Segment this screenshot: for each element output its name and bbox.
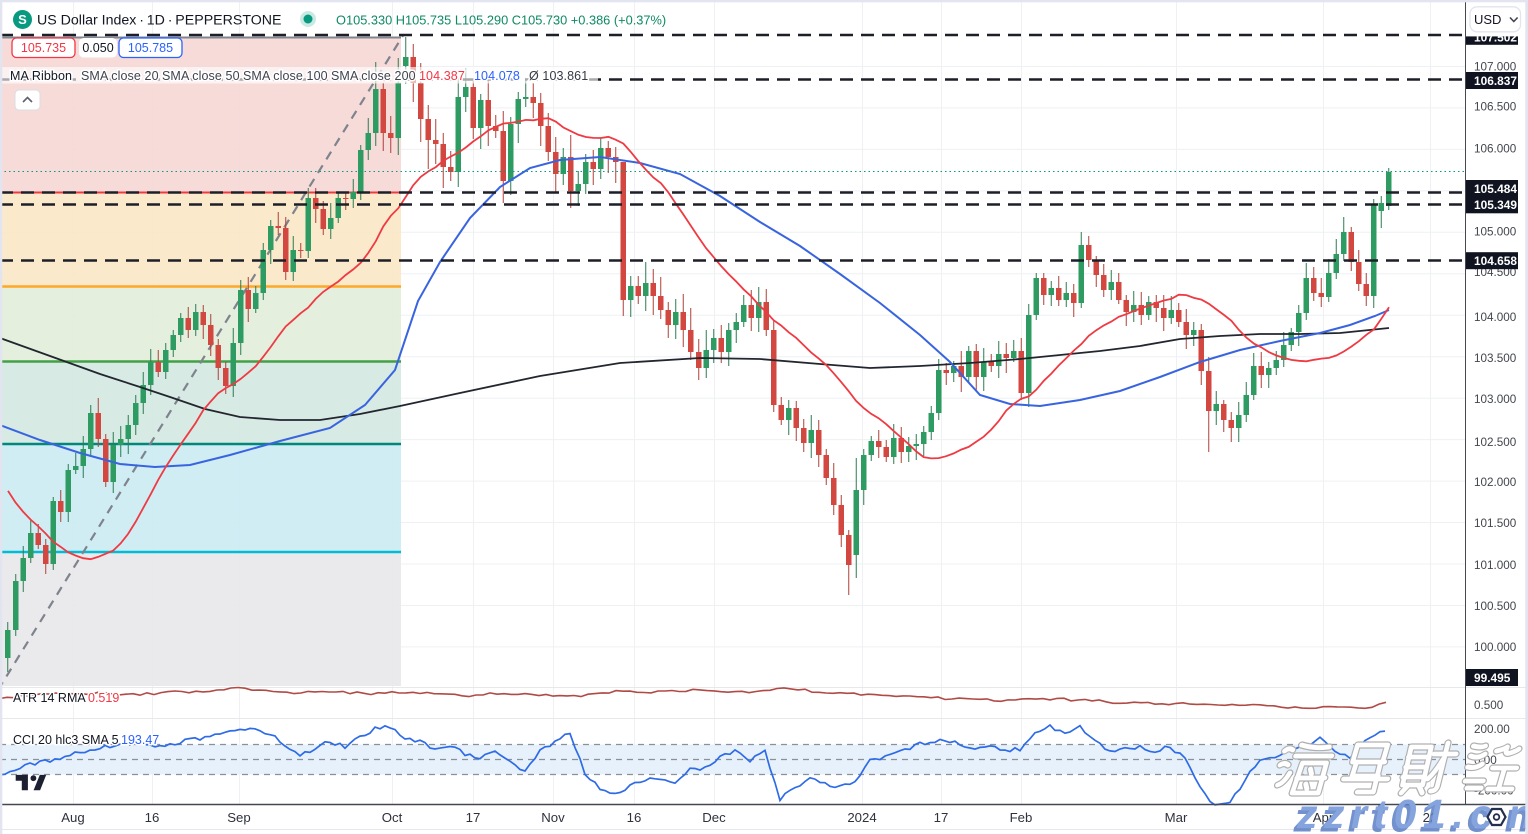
svg-text:O105.330 H105.735 L105.290 C10: O105.330 H105.735 L105.290 C105.730 +0.3… xyxy=(336,13,666,28)
svg-text:103.500: 103.500 xyxy=(1474,352,1517,365)
svg-text:104.078: 104.078 xyxy=(474,69,520,83)
svg-text:SMA close 200: SMA close 200 xyxy=(331,69,416,83)
svg-text:2024: 2024 xyxy=(847,810,876,825)
svg-text:105.484: 105.484 xyxy=(1474,182,1517,196)
svg-text:SMA close 100: SMA close 100 xyxy=(243,69,328,83)
svg-text:101.000: 101.000 xyxy=(1474,559,1517,572)
svg-text:106.837: 106.837 xyxy=(1474,74,1517,88)
svg-text:MA Ribbon: MA Ribbon xyxy=(10,69,72,83)
svg-text:17: 17 xyxy=(466,810,481,825)
svg-text:107.502: 107.502 xyxy=(1474,30,1517,44)
svg-text:105.785: 105.785 xyxy=(128,41,173,55)
svg-text:Aug: Aug xyxy=(61,810,84,825)
svg-text:Dec: Dec xyxy=(702,810,726,825)
svg-text:0.500: 0.500 xyxy=(1474,699,1504,712)
svg-text:16: 16 xyxy=(627,810,642,825)
svg-text:104.500: 104.500 xyxy=(1474,266,1517,279)
svg-text:104.387: 104.387 xyxy=(419,69,465,83)
svg-text:101.500: 101.500 xyxy=(1474,517,1517,530)
svg-text:105.349: 105.349 xyxy=(1474,198,1517,212)
svg-text:16: 16 xyxy=(145,810,160,825)
svg-text:200.00: 200.00 xyxy=(1474,723,1510,736)
svg-text:105.000: 105.000 xyxy=(1474,226,1517,239)
svg-text:USD: USD xyxy=(1474,12,1501,27)
svg-text:US Dollar Index · 1D · PEPPERS: US Dollar Index · 1D · PEPPERSTONE xyxy=(37,13,281,29)
svg-text:Feb: Feb xyxy=(1010,810,1033,825)
svg-text:107.000: 107.000 xyxy=(1474,61,1517,74)
svg-text:22: 22 xyxy=(1423,810,1438,825)
svg-text:ATR 14 RMA: ATR 14 RMA xyxy=(13,691,86,705)
svg-text:Apr: Apr xyxy=(1313,810,1334,825)
svg-text:102.000: 102.000 xyxy=(1474,476,1517,489)
svg-text:CCI 20 hlc3 SMA 5: CCI 20 hlc3 SMA 5 xyxy=(13,733,119,747)
svg-text:zzrt01.c: zzrt01.c xyxy=(1296,791,1499,834)
svg-text:100.500: 100.500 xyxy=(1474,600,1517,613)
svg-text:n: n xyxy=(1505,795,1528,834)
svg-text:SMA close 50: SMA close 50 xyxy=(162,69,240,83)
svg-text:193.47: 193.47 xyxy=(121,733,159,747)
svg-text:106.500: 106.500 xyxy=(1474,101,1517,114)
svg-text:100.000: 100.000 xyxy=(1474,641,1517,654)
svg-text:n: n xyxy=(1508,791,1528,834)
svg-text:102.500: 102.500 xyxy=(1474,436,1517,449)
svg-text:0.050: 0.050 xyxy=(82,41,113,55)
svg-text:Nov: Nov xyxy=(541,810,565,825)
svg-text:zzrt01.c: zzrt01.c xyxy=(1293,795,1496,834)
svg-text:99.495: 99.495 xyxy=(1474,671,1511,685)
svg-text:0.519: 0.519 xyxy=(88,691,119,705)
svg-text:Mar: Mar xyxy=(1165,810,1188,825)
svg-text:104.000: 104.000 xyxy=(1474,311,1517,324)
svg-text:105.735: 105.735 xyxy=(21,41,66,55)
svg-text:106.000: 106.000 xyxy=(1474,143,1517,156)
svg-text:Sep: Sep xyxy=(227,810,250,825)
svg-text:Ø 103.861: Ø 103.861 xyxy=(529,69,588,83)
svg-text:SMA close 20: SMA close 20 xyxy=(81,69,159,83)
svg-text:17: 17 xyxy=(934,810,949,825)
svg-text:103.000: 103.000 xyxy=(1474,393,1517,406)
svg-text:Oct: Oct xyxy=(382,810,403,825)
svg-text:104.658: 104.658 xyxy=(1474,254,1517,268)
svg-text:S: S xyxy=(18,12,27,27)
